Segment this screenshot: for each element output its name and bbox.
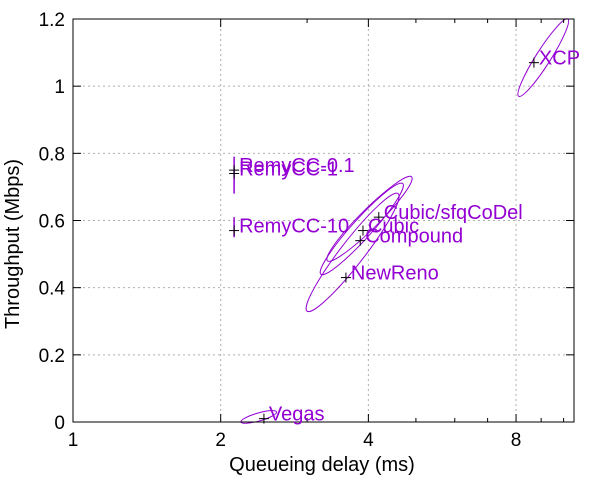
x-axis-title: Queueing delay (ms)	[229, 454, 415, 476]
x-tick-label: 8	[511, 430, 522, 451]
ellipse-cubic	[319, 182, 404, 276]
label-cubic: Cubic	[368, 216, 419, 238]
y-tick-label: 1	[54, 77, 65, 98]
marker-cubic	[357, 225, 368, 236]
marker-compound	[355, 235, 366, 246]
ellipse-cubic-sfqcodel	[326, 175, 413, 262]
label-remycc-10: RemyCC-10	[239, 216, 349, 238]
grid-lines	[73, 19, 574, 422]
label-remycc-0-1: RemyCC-0.1	[239, 155, 355, 177]
y-tick-label: 0	[54, 413, 65, 434]
y-axis-title: Throughput (Mbps)	[2, 159, 24, 329]
ellipse-compound	[305, 192, 400, 313]
marker-cubic-sfqcodel	[373, 212, 384, 223]
y-tick-label: 0.4	[39, 279, 66, 300]
marker-vegas	[258, 413, 269, 424]
label-compound: Compound	[365, 226, 463, 248]
marker-xcp	[528, 57, 539, 68]
marker-remycc-1	[229, 168, 240, 179]
label-xcp: XCP	[539, 48, 580, 70]
axis-ticks: 1 2 4 8 0 0.2 0.4 0.6 0.8 1 1.2	[39, 10, 574, 451]
x-tick-label: 4	[363, 430, 374, 451]
x-tick-label: 2	[215, 430, 226, 451]
data-markers	[229, 57, 539, 424]
label-remycc-1: RemyCC-1	[239, 158, 338, 180]
marker-newreno	[340, 272, 351, 283]
label-vegas: Vegas	[269, 404, 325, 426]
x-tick-label: 1	[68, 430, 79, 451]
y-tick-label: 1.2	[39, 10, 65, 31]
y-tick-label: 0.2	[39, 346, 65, 367]
marker-remycc-10	[229, 225, 240, 236]
label-cubic-sfqcodel: Cubic/sfqCoDel	[384, 202, 523, 224]
y-tick-label: 0.8	[39, 144, 65, 165]
y-tick-label: 0.6	[39, 212, 65, 233]
label-newreno: NewReno	[351, 263, 439, 285]
